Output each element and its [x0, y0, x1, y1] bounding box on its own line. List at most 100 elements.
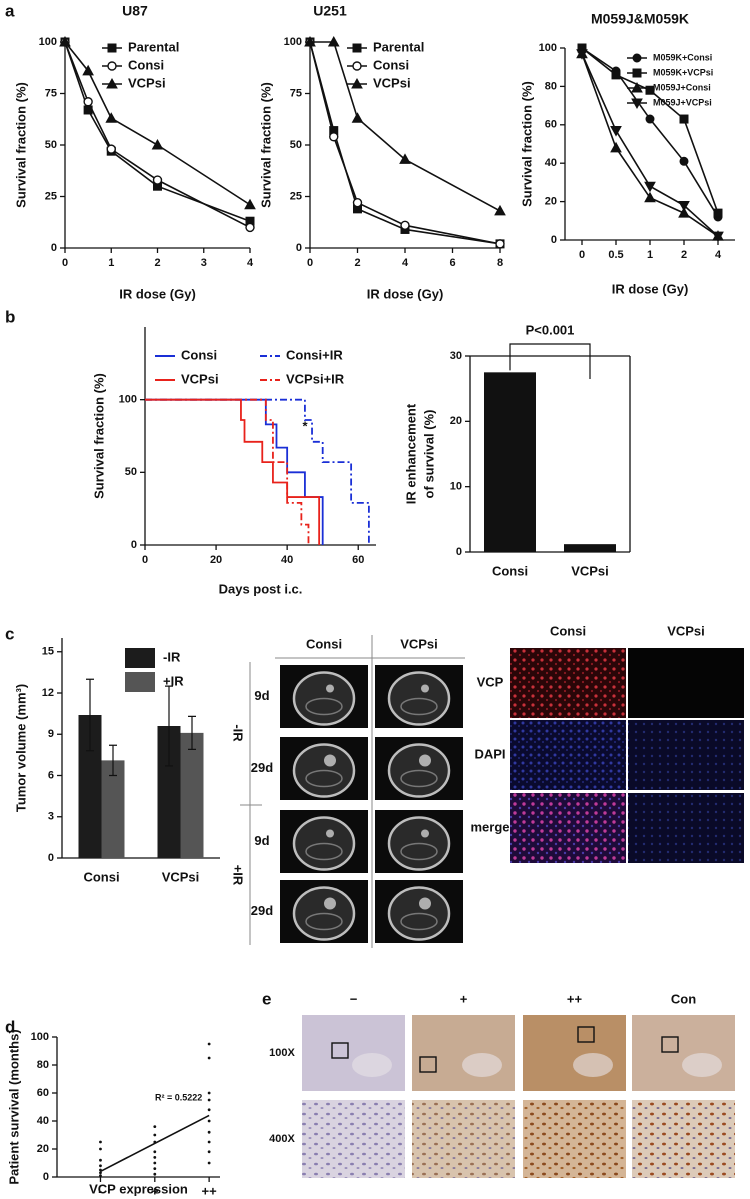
chart-title: U251: [313, 3, 347, 19]
y-tick-label: 40: [545, 157, 557, 169]
y-tick-label: 25: [45, 190, 57, 202]
y-tick-label: 0: [456, 546, 462, 558]
x-tick-label: 2: [354, 257, 360, 269]
annotation: P<0.001: [526, 322, 575, 337]
mri-image: [375, 880, 463, 943]
row-label: 29d: [251, 760, 273, 775]
x-tick-label: 1: [108, 257, 114, 269]
x-tick-label: +: [151, 1183, 159, 1198]
tissue-fold: [352, 1053, 392, 1077]
fluorescence-image: [510, 648, 626, 718]
tumor: [419, 897, 431, 910]
marker: [152, 175, 163, 185]
marker: [610, 126, 622, 137]
marker: [329, 132, 339, 142]
x-axis-label: Days post i.c.: [219, 581, 303, 596]
y-tick-label: 60: [37, 1087, 49, 1099]
legend-label: M059K+Consi: [653, 52, 712, 62]
point: [207, 1130, 211, 1134]
y-tick-label: 100: [284, 36, 302, 48]
bar: [180, 732, 204, 858]
point: [99, 1171, 102, 1175]
ihc-image: [632, 1015, 735, 1091]
legend-label: M059J+Consi: [653, 82, 711, 92]
mri-image: [375, 737, 463, 800]
tumor: [326, 684, 334, 693]
survival-curve: [145, 398, 321, 545]
y-tick-label: 80: [545, 80, 557, 92]
group-label: +IR: [231, 865, 246, 886]
chart-title: U87: [122, 3, 148, 19]
point: [207, 1098, 211, 1102]
chart-title: M059J&M059K: [591, 11, 689, 27]
point: [153, 1167, 157, 1170]
survival-curve: [145, 398, 310, 545]
point: [99, 1164, 102, 1168]
image-bg: [302, 1100, 405, 1178]
point: [153, 1172, 157, 1176]
error-bar: [165, 685, 173, 767]
column-label: ++: [567, 991, 583, 1006]
fluorescence-image: [510, 720, 626, 790]
marker: [644, 191, 656, 203]
legend-label: VCPsi: [373, 75, 411, 90]
brain-detail: [400, 912, 438, 931]
marker: [645, 85, 655, 95]
x-tick-label: 0: [307, 257, 313, 269]
point: [153, 1125, 157, 1128]
x-tick-label: Consi: [83, 869, 119, 884]
group-label: -IR: [231, 724, 246, 742]
y-tick-label: 0: [51, 242, 57, 254]
marker: [679, 156, 689, 166]
legend-label: Consi: [373, 57, 409, 72]
legend-marker: [352, 61, 362, 71]
bar: [101, 760, 125, 858]
image-bg: [302, 1015, 405, 1091]
tumor: [326, 829, 334, 838]
zoom-box: [419, 1056, 437, 1073]
x-tick-label: 2: [681, 249, 687, 261]
legend-marker: [631, 81, 643, 93]
zoom-box: [577, 1026, 595, 1043]
point: [153, 1156, 157, 1159]
y-tick-label: 50: [290, 139, 302, 151]
x-tick-label: 3: [201, 257, 207, 269]
x-tick-label: VCPsi: [571, 563, 609, 578]
y-tick-label: 20: [450, 415, 462, 427]
marker: [59, 35, 71, 47]
x-tick-label: Consi: [492, 563, 528, 578]
fluorescence-image: [510, 793, 626, 863]
series-line: [581, 53, 719, 237]
fluorescence-image: [628, 648, 744, 718]
y-tick-label: 10: [450, 481, 462, 493]
column-label: −: [350, 991, 358, 1006]
marker: [678, 200, 690, 212]
y-tick-label: 15: [42, 646, 54, 658]
legend-label: VCPsi: [181, 371, 219, 386]
legend-label: M059J+VCPsi: [653, 97, 712, 107]
point: [207, 1042, 211, 1046]
brain-detail: [400, 842, 438, 861]
x-tick-label: 0: [579, 249, 585, 261]
x-tick-label: ++: [202, 1183, 218, 1198]
marker: [151, 138, 164, 150]
column-label: Con: [671, 991, 696, 1006]
significance-bracket: [509, 343, 591, 379]
y-axis-label: Patient survival (months): [6, 1029, 21, 1184]
image-bg: [632, 1015, 735, 1091]
ihc-image: [632, 1100, 735, 1178]
row-label: DAPI: [474, 746, 505, 761]
y-tick-label: 0: [551, 234, 557, 246]
brain-detail: [305, 912, 343, 931]
marker: [351, 112, 364, 123]
ihc-image: [523, 1100, 626, 1178]
bar: [564, 544, 616, 552]
zoom-box: [331, 1042, 349, 1059]
point: [207, 1108, 211, 1112]
legend-marker: [631, 98, 643, 110]
legend-marker: [352, 43, 362, 53]
legend-label: M059K+VCPsi: [653, 67, 713, 77]
marker: [644, 181, 656, 193]
legend-marker: [632, 53, 642, 63]
legend-label: VCPsi: [128, 75, 166, 90]
